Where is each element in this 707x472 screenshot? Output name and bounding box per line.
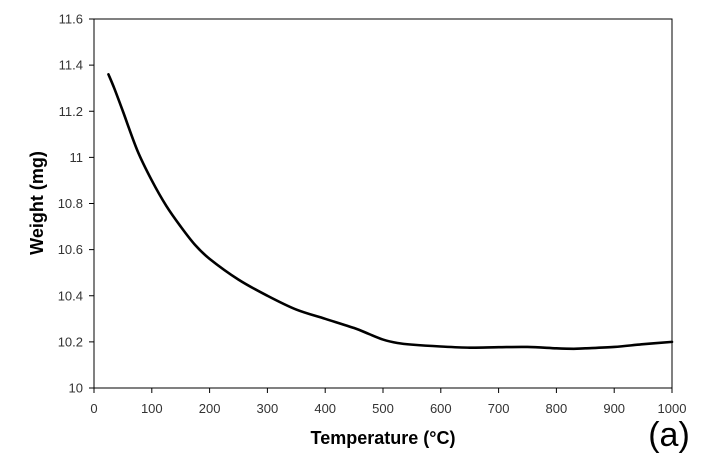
x-axis-title: Temperature (°C) [311,428,456,448]
x-tick-label: 300 [257,401,279,416]
x-tick-label: 100 [141,401,163,416]
x-tick-label: 0 [90,401,97,416]
y-tick-label: 10 [69,381,83,396]
x-tick-label: 800 [546,401,568,416]
panel-label: (a) [648,416,690,454]
y-tick-label: 10.6 [58,242,83,257]
y-tick-label: 11.6 [59,12,83,27]
y-tick-label: 11 [70,150,84,165]
x-tick-label: 200 [199,401,221,416]
x-tick-label: 700 [488,401,510,416]
x-tick-label: 400 [314,401,336,416]
x-tick-label: 900 [603,401,625,416]
y-tick-label: 11.4 [59,58,83,73]
y-tick-label: 10.8 [58,196,83,211]
y-tick-label: 10.4 [58,288,83,303]
y-axis-title: Weight (mg) [27,151,47,255]
series-line [107,73,674,351]
x-tick-label: 1000 [658,401,687,416]
y-tick-label: 10.2 [58,334,83,349]
x-tick-label: 500 [372,401,394,416]
x-tick-label: 600 [430,401,452,416]
y-tick-label: 11.2 [59,104,83,119]
y-axis-ticks: 10 10.2 10.4 10.6 10.8 11 11.2 11.4 11.6 [58,12,94,396]
plot-frame [93,18,673,389]
x-axis-ticks: 0 100 200 300 400 500 600 700 800 900 1000 [90,388,686,416]
